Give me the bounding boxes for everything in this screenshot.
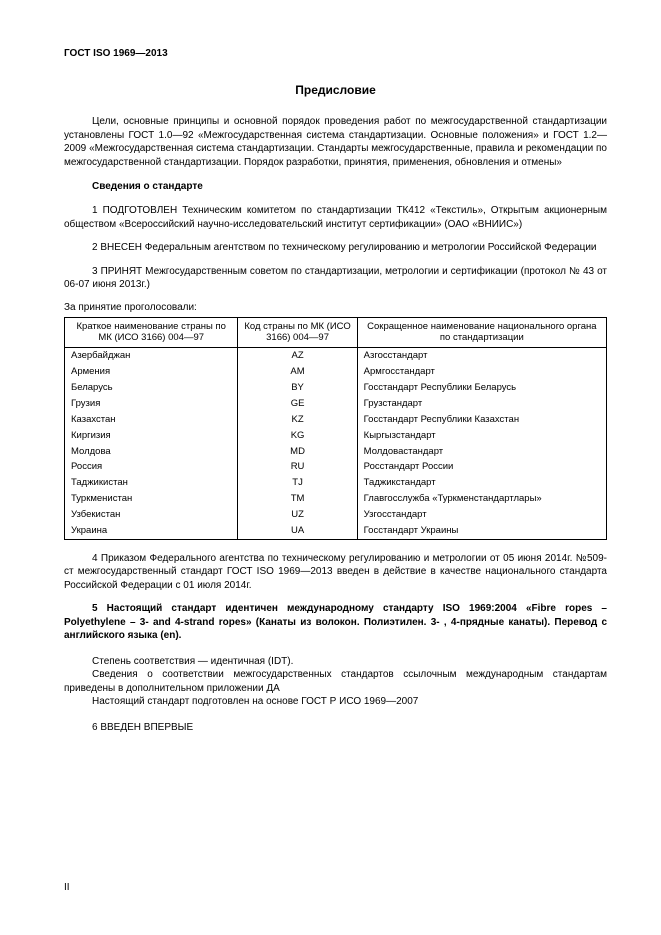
table-row: БеларусьBYГосстандарт Республики Беларус… [65,380,607,396]
cell-code: UZ [238,507,357,523]
cell-org: Госстандарт Республики Казахстан [357,412,606,428]
item-5-bold-text: 5 Настоящий стандарт идентичен междунаро… [64,603,607,641]
table-row: КиргизияKGКыргызстандарт [65,428,607,444]
cell-org: Грузстандарт [357,396,606,412]
table-row: АрменияAMАрмгосстандарт [65,364,607,380]
item-1: 1 ПОДГОТОВЛЕН Техническим комитетом по с… [64,204,607,231]
cell-code: TJ [238,475,357,491]
cell-code: GE [238,396,357,412]
cell-org: Азгосстандарт [357,348,606,364]
cell-code: KG [238,428,357,444]
item-5-line4: Настоящий стандарт подготовлен на основе… [64,695,607,709]
cell-org: Госстандарт Украины [357,523,606,539]
cell-country: Молдова [65,444,238,460]
cell-country: Казахстан [65,412,238,428]
voting-table: Краткое наименование страны по МК (ИСО 3… [64,317,607,540]
cell-country: Украина [65,523,238,539]
cell-country: Узбекистан [65,507,238,523]
th-org: Сокращенное наименование национального о… [357,317,606,348]
table-row: УзбекистанUZУзгосстандарт [65,507,607,523]
table-row: АзербайджанAZАзгосстандарт [65,348,607,364]
item-2: 2 ВНЕСЕН Федеральным агентством по техни… [64,241,607,255]
cell-country: Азербайджан [65,348,238,364]
item-6: 6 ВВЕДЕН ВПЕРВЫЕ [64,721,607,735]
item-5-bold: 5 Настоящий стандарт идентичен междунаро… [64,602,607,643]
page-number: II [64,882,70,893]
table-row: МолдоваMDМолдовастандарт [65,444,607,460]
th-code: Код страны по МК (ИСО 3166) 004—97 [238,317,357,348]
cell-code: KZ [238,412,357,428]
table-header-row: Краткое наименование страны по МК (ИСО 3… [65,317,607,348]
item-5-line3: Сведения о соответствии межгосударственн… [64,668,607,695]
item-4: 4 Приказом Федерального агентства по тех… [64,552,607,593]
cell-org: Таджикстандарт [357,475,606,491]
cell-org: Узгосстандарт [357,507,606,523]
intro-paragraph: Цели, основные принципы и основной поряд… [64,115,607,169]
section-heading: Сведения о стандарте [92,181,607,192]
cell-org: Главгосслужба «Туркменстандартлары» [357,491,606,507]
table-caption: За принятие проголосовали: [64,302,607,313]
cell-org: Армгосстандарт [357,364,606,380]
cell-code: MD [238,444,357,460]
cell-country: Таджикистан [65,475,238,491]
cell-code: AM [238,364,357,380]
cell-country: Киргизия [65,428,238,444]
table-row: УкраинаUAГосстандарт Украины [65,523,607,539]
th-country: Краткое наименование страны по МК (ИСО 3… [65,317,238,348]
cell-code: BY [238,380,357,396]
cell-code: TM [238,491,357,507]
cell-country: Беларусь [65,380,238,396]
cell-code: RU [238,459,357,475]
cell-code: AZ [238,348,357,364]
cell-code: UA [238,523,357,539]
cell-country: Россия [65,459,238,475]
table-row: РоссияRUРосстандарт России [65,459,607,475]
page-title: Предисловие [64,83,607,97]
table-row: ТуркменистанTMГлавгосслужба «Туркменстан… [65,491,607,507]
cell-country: Грузия [65,396,238,412]
item-5-line2: Степень соответствия — идентичная (IDT). [64,655,607,669]
cell-country: Туркменистан [65,491,238,507]
cell-org: Молдовастандарт [357,444,606,460]
document-code: ГОСТ ISO 1969—2013 [64,48,607,59]
item-3: 3 ПРИНЯТ Межгосударственным советом по с… [64,265,607,292]
cell-country: Армения [65,364,238,380]
table-row: ТаджикистанTJТаджикстандарт [65,475,607,491]
cell-org: Кыргызстандарт [357,428,606,444]
table-row: КазахстанKZГосстандарт Республики Казахс… [65,412,607,428]
table-row: ГрузияGEГрузстандарт [65,396,607,412]
cell-org: Росстандарт России [357,459,606,475]
cell-org: Госстандарт Республики Беларусь [357,380,606,396]
